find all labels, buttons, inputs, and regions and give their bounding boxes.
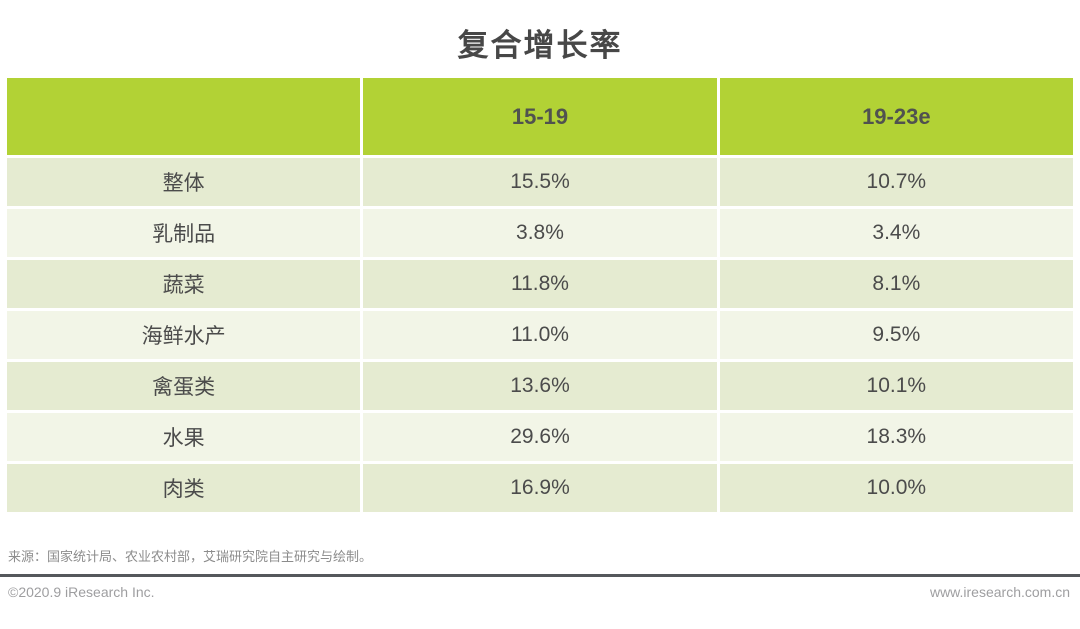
page-title: 复合增长率 [457, 28, 623, 63]
cell-value-19-23e: 9.5% [719, 311, 1073, 359]
copyright-text: ©2020.9 iResearch Inc. [8, 584, 155, 600]
row-label: 蔬菜 [7, 260, 361, 308]
cell-value-15-19: 11.8% [363, 260, 717, 308]
cell-value-15-19: 16.9% [363, 464, 717, 512]
cell-value-19-23e: 8.1% [719, 260, 1073, 308]
row-label: 水果 [7, 413, 361, 461]
footer-bar: ©2020.9 iResearch Inc. www.iresearch.com… [0, 584, 1080, 600]
cell-value-15-19: 29.6% [363, 413, 717, 461]
row-label: 肉类 [7, 464, 361, 512]
cell-value-19-23e: 18.3% [719, 413, 1073, 461]
row-label: 禽蛋类 [7, 362, 361, 410]
header-cell-period-19-23e: 19-23e [719, 78, 1073, 155]
cell-value-15-19: 13.6% [363, 362, 717, 410]
cell-value-15-19: 15.5% [363, 158, 717, 206]
footer-divider [0, 574, 1080, 577]
row-label: 海鲜水产 [7, 311, 361, 359]
cell-value-19-23e: 10.1% [719, 362, 1073, 410]
growth-rate-table: 15-19 19-23e 整体 15.5% 10.7% 乳制品 3.8% 3.4… [7, 78, 1073, 512]
header-cell-category [7, 78, 361, 155]
row-label: 乳制品 [7, 209, 361, 257]
row-label: 整体 [7, 158, 361, 206]
cell-value-19-23e: 10.7% [719, 158, 1073, 206]
website-url: www.iresearch.com.cn [929, 584, 1070, 600]
cell-value-15-19: 11.0% [363, 311, 717, 359]
cell-value-19-23e: 3.4% [719, 209, 1073, 257]
cell-value-19-23e: 10.0% [719, 464, 1073, 512]
source-note: 来源：国家统计局、农业农村部，艾瑞研究院自主研究与绘制。 [8, 549, 373, 564]
cell-value-15-19: 3.8% [363, 209, 717, 257]
header-cell-period-15-19: 15-19 [363, 78, 717, 155]
